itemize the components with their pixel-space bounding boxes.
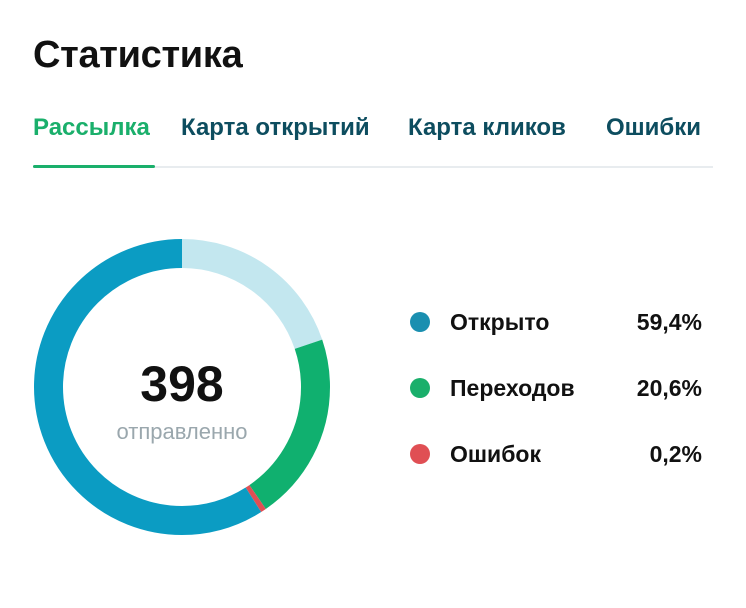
- opened-dot-icon: [410, 312, 430, 332]
- donut-chart-svg: [34, 239, 330, 535]
- legend-value: 59,4%: [636, 309, 702, 335]
- legend-item-errors: Ошибок 0,2%: [408, 432, 708, 498]
- clicks-dot-icon: [410, 378, 430, 398]
- tab-errors[interactable]: Ошибки: [606, 114, 702, 141]
- legend-label: Ошибок: [450, 441, 541, 467]
- legend-item-clicks: Переходов 20,6%: [408, 366, 708, 432]
- tab-bar: Рассылка Карта открытий Карта кликов Оши…: [33, 110, 713, 168]
- tab-mailing[interactable]: Рассылка: [33, 110, 155, 168]
- total-sent-caption: отправленно: [116, 419, 248, 444]
- donut-slice-remainder: [34, 239, 330, 535]
- tab-opens-map[interactable]: Карта открытий: [181, 114, 370, 141]
- legend-value: 20,6%: [636, 375, 702, 401]
- total-sent-value: 398: [140, 356, 224, 412]
- errors-dot-icon: [410, 444, 430, 464]
- chart-legend: Открыто 59,4% Переходов 20,6% Ошибок 0,2…: [408, 300, 708, 498]
- page-title: Статистика: [33, 34, 243, 76]
- donut-chart: 398 отправленно: [33, 238, 331, 536]
- tab-clicks-map[interactable]: Карта кликов: [408, 114, 566, 141]
- legend-value: 0,2%: [649, 441, 702, 467]
- legend-label: Открыто: [450, 309, 550, 335]
- legend-item-opened: Открыто 59,4%: [408, 300, 708, 366]
- legend-label: Переходов: [450, 375, 575, 401]
- donut-slice-opened: [34, 239, 330, 535]
- donut-slice-clicks: [34, 239, 330, 535]
